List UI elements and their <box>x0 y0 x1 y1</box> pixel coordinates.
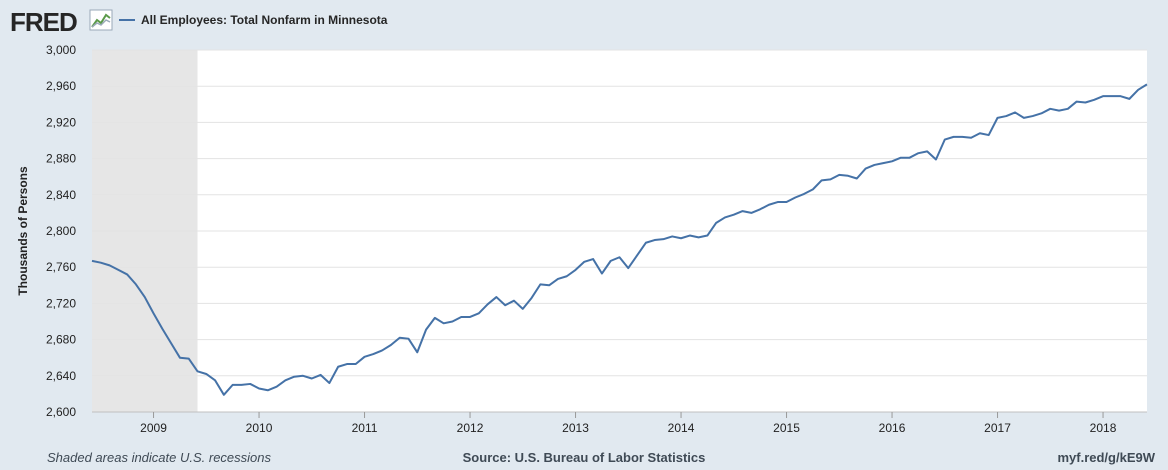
recession-note: Shaded areas indicate U.S. recessions <box>47 450 272 465</box>
y-tick-label: 2,880 <box>46 152 76 166</box>
y-tick-label: 2,640 <box>46 369 76 383</box>
legend: All Employees: Total Nonfarm in Minnesot… <box>119 13 388 27</box>
x-tick-label: 2011 <box>352 421 378 435</box>
x-tick-label: 2018 <box>1090 421 1117 435</box>
y-tick-label: 2,680 <box>46 333 76 347</box>
x-tick-label: 2013 <box>562 421 589 435</box>
y-tick-label: 3,000 <box>46 43 76 57</box>
series-line-0 <box>91 83 1148 396</box>
y-tick-label: 2,800 <box>46 224 76 238</box>
y-tick-label: 2,720 <box>46 296 76 310</box>
y-tick-label: 2,600 <box>46 405 76 419</box>
y-tick-label: 2,960 <box>46 79 76 93</box>
y-tick-label: 2,920 <box>46 115 76 129</box>
short-url-link[interactable]: myf.red/g/kE9W <box>1057 450 1155 465</box>
fred-logo-graph-icon <box>89 9 113 31</box>
y-axis-label: Thousands of Persons <box>16 166 30 296</box>
x-tick-label: 2017 <box>984 421 1011 435</box>
y-tick-label: 2,760 <box>46 260 76 274</box>
x-tick-label: 2016 <box>879 421 906 435</box>
y-axis: 2,600 2,640 2,680 2,720 2,760 2,800 2,840 2,880… <box>46 43 76 419</box>
source-text: Source: U.S. Bureau of Labor Statistics <box>463 450 706 465</box>
x-axis: 2009 2010 2011 2012 2013 2014 2015 2016 2017 2018 <box>92 411 1147 435</box>
fred-logo-text: FRED <box>10 7 77 37</box>
x-tick-label: 2015 <box>773 421 800 435</box>
x-tick-label: 2010 <box>246 421 273 435</box>
x-tick-label: 2014 <box>668 421 695 435</box>
x-tick-label: 2009 <box>140 421 167 435</box>
y-tick-label: 2,840 <box>46 188 76 202</box>
series-layer <box>91 83 1148 396</box>
fred-logo[interactable]: FRED <box>10 7 113 37</box>
x-tick-label: 2012 <box>457 421 484 435</box>
legend-label: All Employees: Total Nonfarm in Minnesot… <box>141 13 388 27</box>
